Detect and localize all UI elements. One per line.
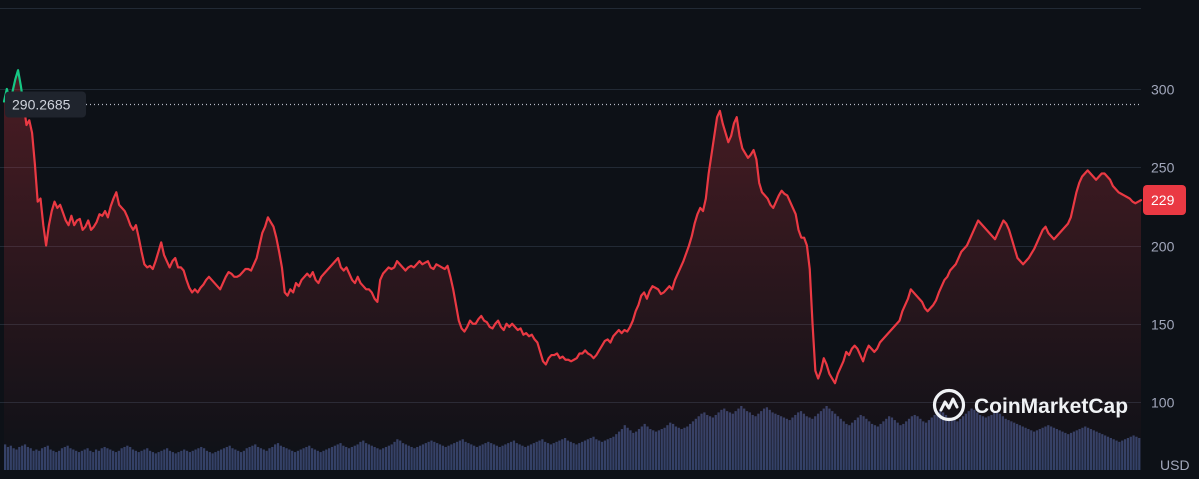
price-line-up	[2, 69, 25, 106]
brand-watermark: CoinMarketCap	[932, 388, 1128, 422]
current-price-tag	[1143, 185, 1186, 215]
price-line-down	[22, 103, 1143, 385]
y-tick-label: 200	[1151, 239, 1175, 255]
reference-price-label: 290.2685	[12, 97, 71, 113]
current-price-label: 229	[1151, 192, 1175, 208]
brand-name: CoinMarketCap	[974, 395, 1128, 418]
price-line	[2, 69, 1143, 385]
price-area-fill	[4, 70, 1141, 470]
reference-price-line: 290.2685	[5, 91, 1141, 118]
coinmarketcap-logo-icon	[932, 388, 966, 422]
y-tick-label: 100	[1151, 395, 1175, 411]
y-tick-label: 250	[1151, 160, 1175, 176]
currency-label: USD	[1160, 457, 1190, 473]
y-tick-label: 150	[1151, 317, 1175, 333]
y-tick-label: 300	[1151, 82, 1175, 98]
reference-price-badge	[5, 91, 86, 118]
y-axis: 100 150 200 250 300 229 USD	[1143, 82, 1190, 473]
price-area	[4, 70, 1141, 470]
